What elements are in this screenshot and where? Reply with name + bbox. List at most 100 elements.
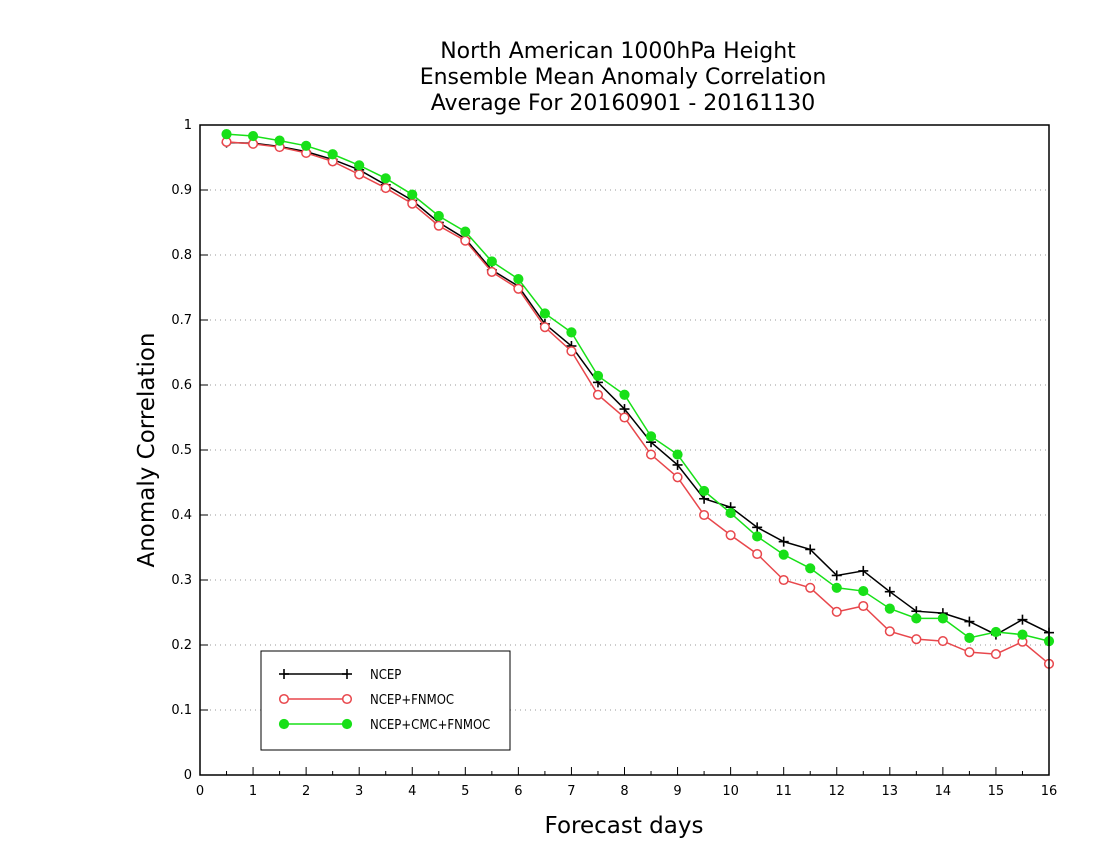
data-point-ncep-fnmoc xyxy=(380,183,391,194)
x-tick-label: 11 xyxy=(775,784,792,799)
series-line-ncep xyxy=(226,141,1050,636)
data-point-ncep-fnmoc xyxy=(433,220,444,231)
data-point-ncep-fnmoc xyxy=(354,169,365,180)
data-point-ncep-fnmoc xyxy=(805,582,816,593)
data-point-ncep-fnmoc xyxy=(725,530,736,541)
legend-marker xyxy=(278,693,290,705)
data-point-ncep xyxy=(619,404,630,415)
data-point-ncep-cmc-fnmoc xyxy=(407,189,418,200)
data-point-ncep-cmc-fnmoc xyxy=(964,632,975,643)
chart-title-line-2: Ensemble Mean Anomaly Correlation xyxy=(420,65,827,90)
x-tick-label: 2 xyxy=(302,784,310,799)
legend-item-ncep-fnmoc: NCEP+FNMOC xyxy=(278,693,454,708)
series-ncep-fnmoc xyxy=(221,136,1055,669)
data-point-ncep-cmc-fnmoc xyxy=(858,585,869,597)
data-point-ncep-fnmoc xyxy=(911,634,922,645)
legend-marker xyxy=(278,718,290,730)
data-point-ncep-cmc-fnmoc xyxy=(884,603,895,614)
legend-box xyxy=(260,650,511,751)
y-tick-label: 0 xyxy=(184,768,192,783)
x-tick-label: 8 xyxy=(620,784,628,799)
x-tick-label: 5 xyxy=(461,784,469,799)
data-point-ncep xyxy=(858,565,869,576)
data-point-ncep-cmc-fnmoc xyxy=(327,149,338,160)
legend-marker xyxy=(341,718,353,730)
y-tick-label: 0.5 xyxy=(171,443,192,458)
data-point-ncep-fnmoc xyxy=(858,600,869,612)
x-tick-label: 16 xyxy=(1041,784,1058,799)
y-tick-label: 0.7 xyxy=(171,313,192,328)
data-point-ncep-cmc-fnmoc xyxy=(247,130,259,142)
legend-marker xyxy=(341,693,353,705)
data-point-ncep-cmc-fnmoc xyxy=(592,370,604,381)
y-tick-label: 0.8 xyxy=(171,248,192,263)
data-point-ncep-fnmoc xyxy=(964,647,975,658)
data-point-ncep-cmc-fnmoc xyxy=(645,431,657,442)
data-point-ncep-cmc-fnmoc xyxy=(990,626,1002,638)
data-point-ncep-cmc-fnmoc xyxy=(354,160,365,171)
data-point-ncep-cmc-fnmoc xyxy=(380,173,391,184)
x-tick-label: 14 xyxy=(935,784,952,799)
x-axis-label: Forecast days xyxy=(545,813,704,839)
chart-title: North American 1000hPa Height Ensemble M… xyxy=(420,39,827,116)
x-tick-label: 7 xyxy=(567,784,575,799)
data-point-ncep-fnmoc xyxy=(539,322,550,333)
x-tick-label: 9 xyxy=(673,784,681,799)
data-point-ncep-cmc-fnmoc xyxy=(725,507,736,519)
y-axis-label: Anomaly Correlation xyxy=(134,332,160,567)
series-ncep xyxy=(221,137,1054,640)
data-point-ncep xyxy=(752,522,763,533)
data-point-ncep-cmc-fnmoc xyxy=(698,485,710,497)
x-tick-label: 10 xyxy=(722,784,739,799)
data-point-ncep xyxy=(1017,614,1028,625)
y-tick-label: 0.3 xyxy=(171,573,192,588)
data-point-ncep-cmc-fnmoc xyxy=(301,140,312,151)
legend-marker xyxy=(342,669,352,679)
series-line-ncep-fnmoc xyxy=(226,141,1050,665)
legend-label: NCEP+CMC+FNMOC xyxy=(370,718,490,733)
data-point-ncep-fnmoc xyxy=(752,548,763,560)
data-point-ncep-fnmoc xyxy=(460,235,471,246)
data-point-ncep-cmc-fnmoc xyxy=(619,389,630,400)
data-point-ncep-cmc-fnmoc xyxy=(513,273,524,285)
data-point-ncep-fnmoc xyxy=(513,283,524,294)
y-tick-label: 0.6 xyxy=(171,378,192,393)
y-tick-label: 0.2 xyxy=(171,638,192,653)
data-point-ncep-cmc-fnmoc xyxy=(221,129,232,140)
chart-title-line-3: Average For 20160901 - 20161130 xyxy=(431,91,816,116)
x-tick-label: 0 xyxy=(196,784,204,799)
data-point-ncep xyxy=(964,616,975,627)
legend-marker xyxy=(279,669,289,679)
data-point-ncep-cmc-fnmoc xyxy=(805,563,816,574)
data-point-ncep xyxy=(884,586,895,597)
data-point-ncep-cmc-fnmoc xyxy=(672,449,683,460)
data-point-ncep-fnmoc xyxy=(990,649,1001,660)
x-tick-label: 15 xyxy=(988,784,1005,799)
data-point-ncep-fnmoc xyxy=(778,574,789,586)
data-point-ncep-cmc-fnmoc xyxy=(460,226,471,237)
y-tick-label: 0.4 xyxy=(171,508,192,523)
data-point-ncep-fnmoc xyxy=(407,198,418,209)
y-axis-ticks: 0 0.1 0.2 0.3 0.4 0.5 0.6 0.7 0.8 0.9 1 xyxy=(171,118,208,783)
data-point-ncep-cmc-fnmoc xyxy=(1017,629,1028,640)
plot-series xyxy=(221,129,1055,669)
data-point-ncep-cmc-fnmoc xyxy=(539,308,551,319)
data-point-ncep-fnmoc xyxy=(937,636,948,647)
series-line-ncep-cmc-fnmoc xyxy=(226,133,1050,642)
data-point-ncep-fnmoc xyxy=(619,412,630,423)
data-point-ncep-fnmoc xyxy=(699,509,710,521)
y-tick-label: 0.9 xyxy=(171,183,192,198)
data-point-ncep-cmc-fnmoc xyxy=(433,210,444,222)
legend-item-ncep: NCEP xyxy=(279,668,401,683)
chart-title-line-1: North American 1000hPa Height xyxy=(440,39,796,64)
data-point-ncep-cmc-fnmoc xyxy=(752,531,763,542)
data-point-ncep xyxy=(672,459,683,470)
legend-label: NCEP xyxy=(370,668,401,683)
y-tick-label: 0.1 xyxy=(171,703,192,718)
x-axis-ticks: 0 1 2 3 4 5 6 7 8 9 10 11 12 13 14 15 16 xyxy=(196,767,1057,799)
x-tick-label: 3 xyxy=(355,784,363,799)
data-point-ncep-fnmoc xyxy=(645,449,657,460)
data-point-ncep-cmc-fnmoc xyxy=(778,549,789,560)
y-tick-label: 1 xyxy=(184,118,192,133)
